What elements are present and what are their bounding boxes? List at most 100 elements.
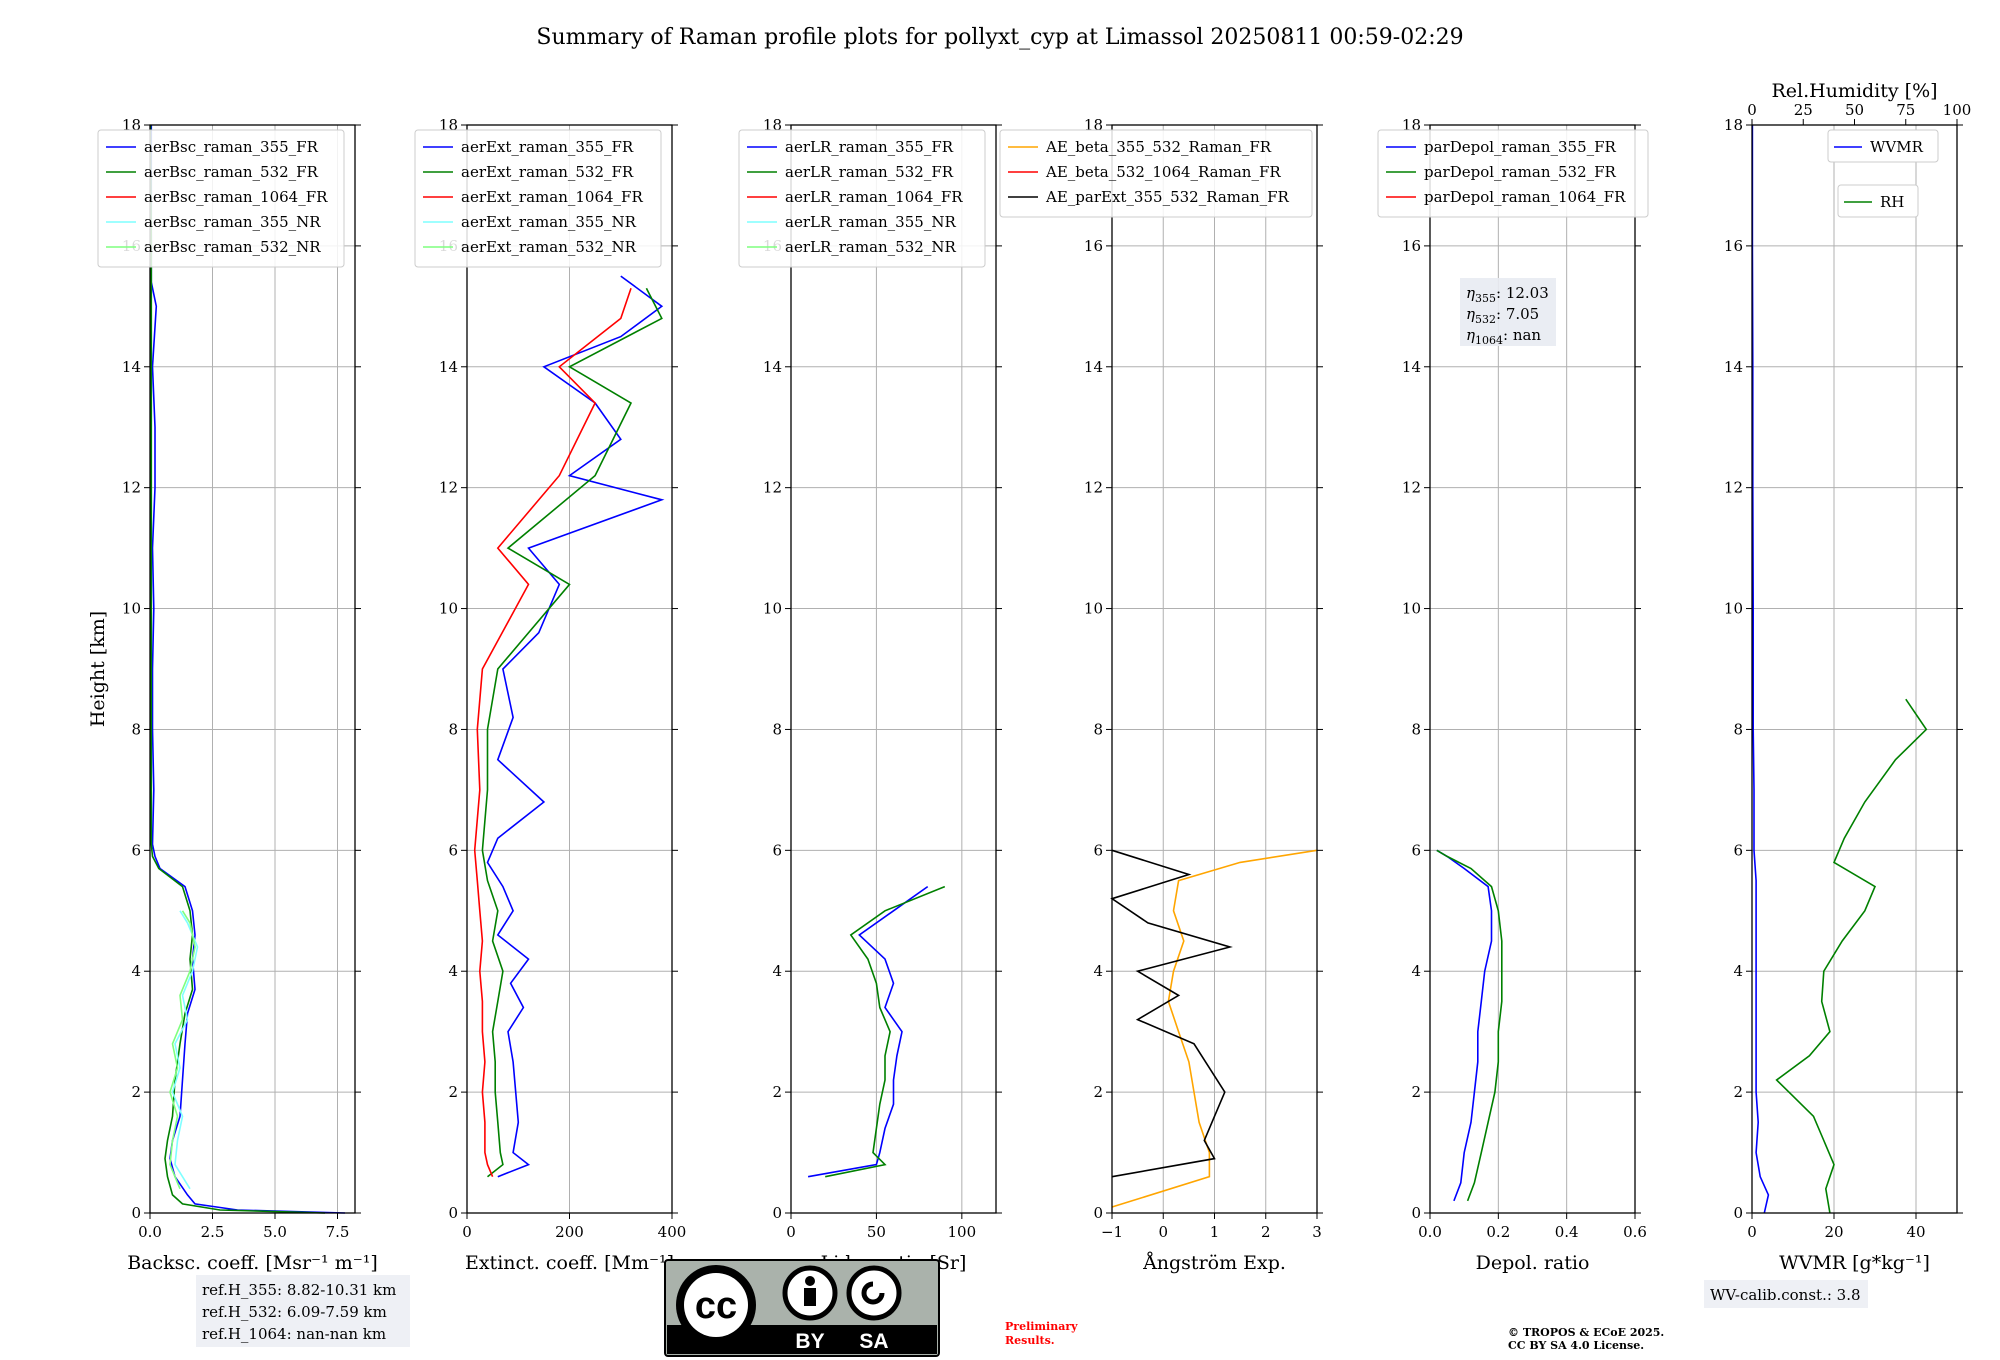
legend-box [738, 129, 986, 268]
y-tick-label: 2 [448, 1083, 458, 1101]
legend-label: aerExt_raman_355_FR [461, 138, 634, 156]
legend-box [414, 129, 662, 268]
legend-label: RH [1880, 193, 1904, 211]
y-tick-label: 12 [1724, 479, 1743, 497]
legend-label: WVMR [1870, 138, 1924, 156]
x-axis-label: Extinct. coeff. [Mm⁻¹] [465, 1252, 674, 1274]
cc-logo-text: cc [695, 1285, 737, 1327]
y-tick-label: 6 [1733, 841, 1743, 859]
x-axis-label: Backsc. coeff. [Msr⁻¹ m⁻¹] [127, 1252, 378, 1274]
y-tick-label: 12 [1402, 479, 1421, 497]
x-tick-label: 0.0 [138, 1223, 162, 1241]
series-line-aerExt_raman_1064_FR [473, 287, 632, 1178]
legend-label: AE_beta_355_532_Raman_FR [1045, 138, 1272, 156]
preliminary-text-2: Results. [1005, 1334, 1055, 1347]
legend-label: aerExt_raman_532_FR [461, 163, 634, 181]
legend-label: aerLR_raman_1064_FR [785, 188, 963, 206]
ref-h-1064: ref.H_1064: nan-nan km [202, 1325, 386, 1343]
x-tick-label: 200 [555, 1223, 584, 1241]
y-tick-label: 4 [1093, 962, 1103, 980]
y-tick-label: 10 [1724, 600, 1743, 618]
top-x-tick-label: 100 [1943, 101, 1972, 119]
y-tick-label: 6 [772, 841, 782, 859]
preliminary-text-1: Preliminary [1005, 1320, 1078, 1333]
cc-license-logo: cc BY SA [664, 1259, 940, 1357]
x-tick-label: 0 [786, 1223, 796, 1241]
x-tick-label: 0 [462, 1223, 472, 1241]
top-x-axis-label: Rel.Humidity [%] [1771, 80, 1937, 102]
axes-frame [1429, 124, 1636, 1214]
reference-height-box: ref.H_355: 8.82-10.31 km ref.H_532: 6.09… [196, 1275, 410, 1347]
series-line-aerBsc_raman_532_FR [149, 124, 326, 1214]
series-line-RH [1775, 698, 1928, 1214]
x-tick-label: 2 [1261, 1223, 1271, 1241]
y-tick-label: 8 [1733, 720, 1743, 738]
by-person-body [804, 1288, 816, 1306]
y-tick-label: 16 [1724, 237, 1743, 255]
panel-2: 0246810121416180200400Extinct. coeff. [M… [414, 116, 687, 1274]
series-line-aerBsc_raman_355_NR [171, 910, 199, 1190]
y-tick-label: 8 [131, 720, 141, 738]
y-tick-label: 12 [439, 479, 458, 497]
x-tick-label: −1 [1101, 1223, 1123, 1241]
y-tick-label: 14 [1084, 358, 1103, 376]
series-line-aerLR_raman_355_FR [807, 885, 929, 1178]
cc-sa-label: SA [859, 1330, 888, 1353]
eta-annotation: η355: 12.03 [1466, 284, 1549, 305]
copyright-line-2: CC BY SA 4.0 License. [1508, 1339, 1644, 1352]
x-tick-label: 20 [1824, 1223, 1843, 1241]
top-x-tick-label: 25 [1794, 101, 1813, 119]
x-tick-label: 0.6 [1623, 1223, 1647, 1241]
x-tick-label: 1 [1210, 1223, 1220, 1241]
y-tick-label: 6 [1093, 841, 1103, 859]
x-tick-label: 3 [1312, 1223, 1322, 1241]
y-tick-label: 4 [1733, 962, 1743, 980]
y-tick-label: 4 [1411, 962, 1421, 980]
legend-label: aerExt_raman_532_NR [461, 238, 637, 256]
x-tick-label: 0 [1158, 1223, 1168, 1241]
x-tick-label: 2.5 [201, 1223, 225, 1241]
sa-share-icon [846, 1265, 902, 1321]
series-line-aerBsc_raman_355_FR [150, 125, 346, 1214]
y-tick-label: 10 [1084, 600, 1103, 618]
wv-calib-box: WV-calib.const.: 3.8 [1704, 1280, 1868, 1308]
x-axis-label: Depol. ratio [1476, 1252, 1590, 1274]
y-tick-label: 2 [131, 1083, 141, 1101]
legend-label: parDepol_raman_355_FR [1424, 138, 1617, 156]
y-tick-label: 12 [763, 479, 782, 497]
y-tick-label: 2 [1411, 1083, 1421, 1101]
y-tick-label: 14 [439, 358, 458, 376]
y-tick-label: 0 [772, 1204, 782, 1222]
y-tick-label: 0 [1733, 1204, 1743, 1222]
x-tick-label: 50 [867, 1223, 886, 1241]
y-tick-label: 8 [1411, 720, 1421, 738]
y-tick-label: 10 [122, 600, 141, 618]
y-tick-label: 0 [131, 1204, 141, 1222]
y-tick-label: 10 [439, 600, 458, 618]
legend-label: aerBsc_raman_355_FR [144, 138, 319, 156]
y-tick-label: 12 [122, 479, 141, 497]
sa-arrow-icon [861, 1281, 885, 1305]
ref-h-532: ref.H_532: 6.09-7.59 km [202, 1303, 387, 1321]
x-tick-label: 0.0 [1418, 1223, 1442, 1241]
legend-label: parDepol_raman_1064_FR [1424, 188, 1626, 206]
x-tick-label: 400 [658, 1223, 687, 1241]
y-tick-label: 12 [1084, 479, 1103, 497]
ref-h-355: ref.H_355: 8.82-10.31 km [202, 1281, 396, 1299]
legend-label: AE_parExt_355_532_Raman_FR [1045, 188, 1290, 206]
legend-label: aerExt_raman_1064_FR [461, 188, 643, 206]
x-tick-label: 0 [1747, 1223, 1757, 1241]
y-tick-label: 14 [122, 358, 141, 376]
wv-calib-bg [1704, 1280, 1868, 1308]
y-tick-label: 6 [448, 841, 458, 859]
y-tick-label: 6 [131, 841, 141, 859]
y-tick-label: 4 [448, 962, 458, 980]
y-tick-label: 14 [763, 358, 782, 376]
legend-label: aerExt_raman_355_NR [461, 213, 637, 231]
eta-annotation: η532: 7.05 [1466, 305, 1539, 326]
y-tick-label: 4 [772, 962, 782, 980]
x-tick-label: 7.5 [326, 1223, 350, 1241]
y-tick-label: 16 [1402, 237, 1421, 255]
